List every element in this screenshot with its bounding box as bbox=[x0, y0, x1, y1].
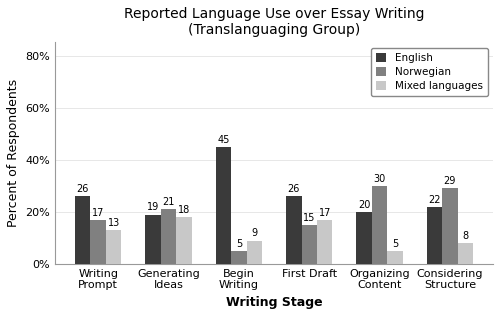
Bar bbox=[146, 215, 161, 264]
Text: 26: 26 bbox=[288, 184, 300, 194]
Text: 19: 19 bbox=[147, 203, 159, 212]
Text: 8: 8 bbox=[462, 231, 468, 241]
Bar bbox=[372, 186, 388, 264]
Bar bbox=[426, 207, 442, 264]
Bar bbox=[161, 209, 176, 264]
Text: 29: 29 bbox=[444, 176, 456, 186]
Bar bbox=[356, 212, 372, 264]
Bar bbox=[246, 240, 262, 264]
Text: 18: 18 bbox=[178, 205, 190, 215]
Text: 15: 15 bbox=[303, 213, 316, 223]
Text: 13: 13 bbox=[108, 218, 120, 228]
Bar bbox=[442, 188, 458, 264]
Bar bbox=[75, 196, 90, 264]
Bar bbox=[216, 147, 231, 264]
Bar bbox=[317, 220, 332, 264]
Bar bbox=[106, 230, 122, 264]
Bar bbox=[388, 251, 403, 264]
Text: 20: 20 bbox=[358, 200, 370, 210]
Legend: English, Norwegian, Mixed languages: English, Norwegian, Mixed languages bbox=[370, 48, 488, 96]
Text: 21: 21 bbox=[162, 197, 175, 207]
Text: 17: 17 bbox=[318, 208, 331, 218]
Text: 9: 9 bbox=[252, 228, 258, 239]
Text: 5: 5 bbox=[392, 239, 398, 249]
Text: 30: 30 bbox=[374, 174, 386, 184]
Text: 26: 26 bbox=[76, 184, 89, 194]
Title: Reported Language Use over Essay Writing
(Translanguaging Group): Reported Language Use over Essay Writing… bbox=[124, 7, 424, 37]
Y-axis label: Percent of Respondents: Percent of Respondents bbox=[7, 79, 20, 227]
Bar bbox=[231, 251, 246, 264]
Bar bbox=[302, 225, 317, 264]
Bar bbox=[286, 196, 302, 264]
Text: 5: 5 bbox=[236, 239, 242, 249]
Bar bbox=[90, 220, 106, 264]
Text: 22: 22 bbox=[428, 195, 440, 204]
Text: 17: 17 bbox=[92, 208, 104, 218]
Bar bbox=[458, 243, 473, 264]
X-axis label: Writing Stage: Writing Stage bbox=[226, 296, 322, 309]
Text: 45: 45 bbox=[218, 135, 230, 145]
Bar bbox=[176, 217, 192, 264]
